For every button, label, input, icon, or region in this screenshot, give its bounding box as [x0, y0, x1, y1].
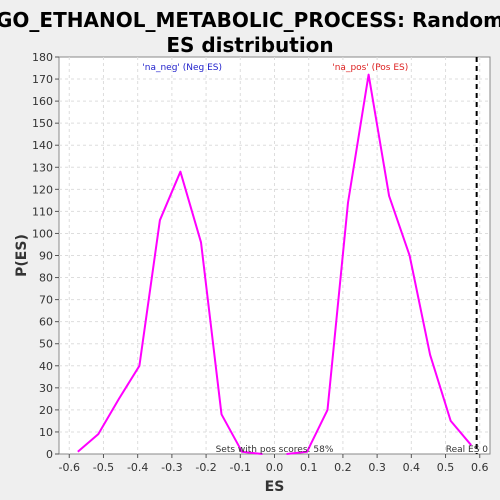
y-tick-label: 0	[46, 448, 53, 461]
y-tick-label: 50	[39, 338, 53, 351]
x-tick-label: 0.1	[300, 461, 318, 474]
pos-scores-annotation: Sets with pos scores: 58%	[216, 445, 334, 455]
y-tick-label: 90	[39, 250, 53, 263]
y-tick-label: 170	[32, 73, 53, 86]
legend-pos: 'na_pos' (Pos ES)	[332, 63, 408, 73]
y-tick-label: 120	[32, 183, 53, 196]
y-tick-label: 30	[39, 382, 53, 395]
y-tick-label: 160	[32, 95, 53, 108]
x-axis-label: ES	[265, 479, 285, 495]
y-tick-label: 110	[32, 205, 53, 218]
legend-neg: 'na_neg' (Neg ES)	[142, 63, 222, 73]
y-tick-label: 100	[32, 227, 53, 240]
y-tick-label: 60	[39, 316, 53, 329]
y-axis-label: P(ES)	[14, 234, 30, 277]
series-line-na-neg	[77, 170, 263, 455]
y-tick-label: 140	[32, 139, 53, 152]
real-es-label: Real ES 0	[446, 445, 489, 455]
x-tick-label: 0.2	[334, 461, 352, 474]
x-tick-label: 0.3	[368, 461, 386, 474]
x-tick-label: 0.4	[403, 461, 421, 474]
x-tick-label: -0.1	[230, 461, 251, 474]
x-tick-label: -0.2	[195, 461, 216, 474]
y-tick-label: 70	[39, 294, 53, 307]
x-tick-label: -0.6	[59, 461, 80, 474]
series-layer	[77, 73, 472, 455]
y-tick-label: 130	[32, 161, 53, 174]
x-tick-label: -0.5	[93, 461, 114, 474]
chart-title-line-1: GO_ETHANOL_METABOLIC_PROCESS: Random	[0, 8, 500, 32]
x-tick-label: 0.6	[471, 461, 489, 474]
y-tick-label: 180	[32, 51, 53, 64]
y-tick-label: 150	[32, 117, 53, 130]
y-tick-label: 40	[39, 360, 53, 373]
axes: 0 10 20 30 40 50 60 70 80 90 100 110 120 130 140 150 160…	[32, 51, 488, 474]
x-tick-label: -0.4	[127, 461, 148, 474]
chart-title-line-2: ES distribution	[166, 33, 333, 57]
series-line-na-pos	[286, 73, 472, 455]
x-tick-label: -0.3	[161, 461, 182, 474]
y-tick-label: 20	[39, 404, 53, 417]
x-tick-label: 0.5	[437, 461, 455, 474]
x-tick-label: 0.0	[266, 461, 284, 474]
y-tick-label: 10	[39, 426, 53, 439]
y-tick-label: 80	[39, 272, 53, 285]
